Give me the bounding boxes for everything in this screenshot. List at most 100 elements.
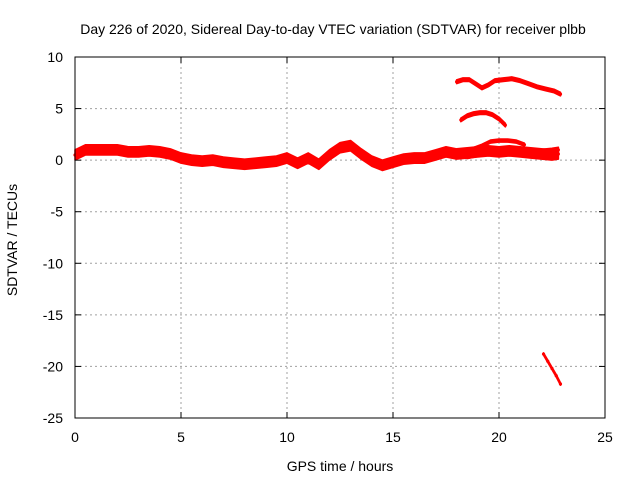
chart-title: Day 226 of 2020, Sidereal Day-to-day VTE… bbox=[80, 21, 586, 37]
y-tick-label: -25 bbox=[43, 410, 63, 426]
data-point bbox=[168, 152, 172, 156]
data-point bbox=[493, 79, 497, 83]
data-point bbox=[497, 138, 501, 143]
data-point bbox=[264, 160, 268, 164]
data-point bbox=[232, 161, 236, 165]
series-2 bbox=[465, 145, 560, 160]
data-point bbox=[296, 161, 300, 165]
data-point bbox=[518, 79, 522, 83]
data-point bbox=[370, 159, 374, 163]
series-3 bbox=[471, 138, 527, 152]
data-series bbox=[73, 76, 563, 387]
data-point bbox=[327, 153, 331, 157]
data-point bbox=[253, 161, 257, 165]
data-point bbox=[455, 152, 459, 156]
data-point bbox=[474, 82, 478, 86]
axis-ticks: 0 5 10 15 20 25 10 5 0 -5 -10 -15 -20 -25 bbox=[43, 49, 613, 445]
data-point bbox=[391, 160, 395, 164]
data-point bbox=[221, 160, 225, 164]
data-point bbox=[380, 163, 384, 167]
data-point bbox=[317, 162, 321, 166]
data-point bbox=[510, 77, 514, 81]
data-point bbox=[200, 159, 204, 163]
data-point bbox=[505, 138, 510, 143]
data-point bbox=[459, 118, 463, 122]
data-point bbox=[359, 152, 363, 156]
data-point bbox=[527, 82, 531, 86]
y-tick-label: -15 bbox=[43, 307, 63, 323]
data-point bbox=[550, 366, 554, 371]
data-point bbox=[243, 162, 247, 166]
data-point bbox=[544, 87, 548, 91]
data-point bbox=[478, 111, 482, 115]
series-band bbox=[74, 139, 560, 172]
plot-frame bbox=[74, 56, 606, 419]
data-point bbox=[402, 157, 406, 161]
y-tick-label: 10 bbox=[47, 49, 63, 65]
data-point bbox=[558, 92, 563, 96]
data-point bbox=[126, 150, 130, 154]
data-point bbox=[467, 78, 471, 82]
data-point bbox=[84, 148, 88, 152]
data-point bbox=[514, 139, 518, 144]
series-4 bbox=[455, 76, 563, 97]
data-point bbox=[338, 146, 342, 150]
data-point bbox=[147, 149, 151, 153]
series-line bbox=[467, 147, 559, 157]
data-point bbox=[471, 147, 476, 151]
data-point bbox=[480, 144, 484, 148]
data-point bbox=[522, 143, 527, 147]
data-point bbox=[433, 153, 437, 157]
data-point bbox=[115, 148, 119, 152]
y-tick-label: -20 bbox=[43, 358, 63, 374]
data-point bbox=[484, 111, 488, 115]
data-point bbox=[541, 352, 546, 356]
data-point bbox=[488, 139, 493, 144]
data-point bbox=[546, 359, 550, 363]
data-point bbox=[491, 113, 495, 117]
data-point bbox=[497, 117, 501, 121]
data-point bbox=[444, 150, 448, 154]
data-point bbox=[558, 382, 563, 386]
data-point bbox=[412, 156, 416, 160]
data-point bbox=[190, 158, 194, 162]
data-point bbox=[476, 152, 480, 156]
data-point bbox=[471, 112, 476, 116]
data-point bbox=[539, 150, 544, 154]
data-point bbox=[179, 156, 183, 160]
data-point bbox=[480, 86, 484, 90]
x-tick-label: 25 bbox=[597, 429, 613, 445]
data-point bbox=[497, 148, 501, 152]
data-point bbox=[158, 150, 162, 154]
x-axis-label: GPS time / hours bbox=[287, 458, 394, 474]
data-point bbox=[554, 374, 558, 378]
data-point bbox=[556, 148, 560, 152]
data-point bbox=[349, 144, 353, 148]
data-point bbox=[105, 148, 109, 152]
y-tick-label: 0 bbox=[55, 152, 63, 168]
series-band bbox=[466, 145, 560, 160]
data-point bbox=[423, 156, 427, 160]
data-point bbox=[285, 156, 289, 160]
series-6 bbox=[541, 352, 563, 387]
x-tick-label: 10 bbox=[279, 429, 295, 445]
data-point bbox=[486, 83, 490, 87]
grid bbox=[75, 57, 605, 418]
x-tick-label: 15 bbox=[385, 429, 401, 445]
x-tick-label: 20 bbox=[491, 429, 507, 445]
y-tick-label: 5 bbox=[55, 101, 63, 117]
data-point bbox=[503, 123, 507, 127]
data-point bbox=[274, 159, 278, 163]
data-point bbox=[529, 149, 533, 153]
series-5 bbox=[459, 110, 507, 128]
data-point bbox=[461, 78, 465, 82]
x-tick-label: 5 bbox=[177, 429, 185, 445]
data-point bbox=[94, 148, 98, 152]
data-point bbox=[518, 148, 522, 152]
data-point bbox=[501, 78, 505, 82]
data-point bbox=[486, 150, 490, 154]
data-point bbox=[211, 158, 215, 162]
y-tick-label: -10 bbox=[43, 255, 63, 271]
data-point bbox=[455, 80, 459, 84]
